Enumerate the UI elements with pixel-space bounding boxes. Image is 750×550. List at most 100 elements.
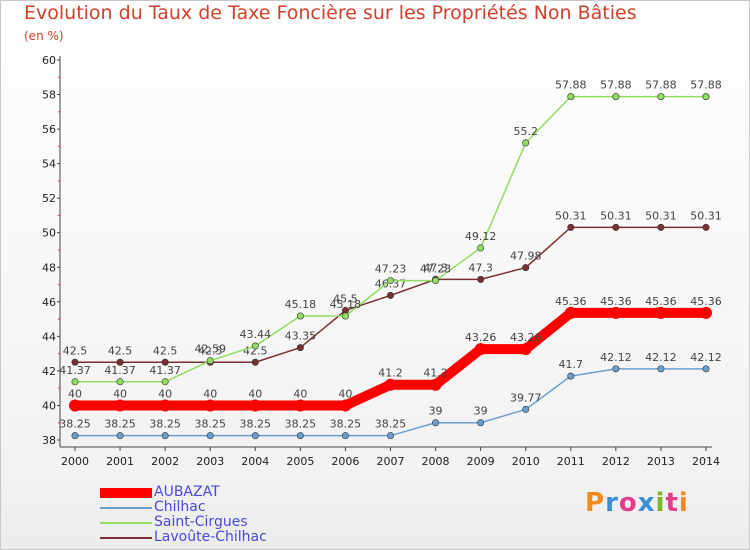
data-point (522, 139, 530, 147)
data-label: 38.25 (104, 418, 136, 431)
data-point (384, 378, 397, 391)
data-point (654, 306, 667, 319)
y-tick-label: 40 (42, 399, 56, 412)
data-label: 38.25 (194, 418, 226, 431)
data-point (612, 93, 620, 101)
data-label: 42.5 (108, 344, 133, 357)
data-label: 41.2 (423, 367, 448, 380)
data-point (477, 419, 485, 427)
x-tick-label: 2010 (512, 455, 540, 468)
data-point (206, 432, 214, 440)
data-point (657, 93, 665, 101)
y-tick-label: 60 (42, 54, 56, 67)
x-tick-label: 2013 (647, 455, 675, 468)
data-point (116, 378, 124, 386)
data-label: 38.25 (330, 418, 362, 431)
data-point (386, 277, 394, 285)
data-label: 40 (293, 387, 307, 400)
y-tick-label: 50 (42, 227, 56, 240)
data-label: 45.5 (333, 292, 358, 305)
data-label: 45.36 (600, 295, 632, 308)
legend-swatch (100, 522, 152, 524)
data-point (341, 312, 349, 320)
y-tick-label: 48 (42, 261, 56, 274)
data-point (251, 342, 259, 350)
data-point (432, 277, 440, 285)
data-point (429, 378, 442, 391)
data-label: 50.31 (555, 209, 587, 222)
data-point (251, 358, 259, 366)
data-point (386, 432, 394, 440)
data-label: 45.18 (285, 298, 317, 311)
data-label: 43.35 (285, 330, 317, 343)
data-point (296, 432, 304, 440)
y-tick-label: 52 (42, 192, 56, 205)
x-tick-label: 2004 (241, 455, 269, 468)
x-tick-label: 2007 (377, 455, 405, 468)
data-label: 38.25 (285, 418, 317, 431)
x-tick-label: 2012 (602, 455, 630, 468)
chart-title: Evolution du Taux de Taxe Foncière sur l… (24, 2, 637, 24)
unit-label: (en %) (24, 29, 64, 43)
data-label: 45.36 (555, 295, 587, 308)
y-tick-label: 42 (42, 365, 56, 378)
data-label: 50.31 (690, 209, 722, 222)
legend-swatch (100, 507, 152, 509)
data-label: 38.25 (59, 418, 91, 431)
data-label: 40 (68, 387, 82, 400)
data-label: 57.88 (690, 79, 722, 92)
data-label: 55.2 (513, 125, 538, 138)
data-point (71, 432, 79, 440)
data-point (161, 432, 169, 440)
data-label: 40 (338, 387, 352, 400)
data-label: 38.25 (240, 418, 272, 431)
data-label: 50.31 (645, 209, 677, 222)
y-tick-label: 54 (42, 158, 56, 171)
legend-label: Chilhac (154, 499, 206, 515)
data-point (206, 357, 214, 365)
data-point (386, 291, 394, 299)
data-label: 40 (203, 387, 217, 400)
data-point (612, 223, 620, 231)
data-point (71, 378, 79, 386)
data-point (477, 275, 485, 283)
x-tick-label: 2003 (196, 455, 224, 468)
data-label: 57.88 (600, 79, 632, 92)
data-point (700, 306, 712, 319)
data-label: 42.5 (198, 344, 223, 357)
data-point (522, 405, 530, 413)
data-label: 42.12 (645, 351, 677, 364)
x-tick-label: 2002 (151, 455, 179, 468)
x-tick-label: 2000 (61, 455, 89, 468)
data-point (567, 372, 575, 380)
data-label: 41.37 (149, 364, 181, 377)
data-label: 50.31 (600, 209, 632, 222)
data-point (609, 306, 622, 319)
data-point (564, 306, 577, 319)
y-tick-label: 38 (42, 434, 56, 447)
x-tick-label: 2008 (422, 455, 450, 468)
data-label: 42.5 (63, 344, 88, 357)
data-label: 45.18 (330, 298, 362, 311)
data-label: 39 (474, 405, 488, 418)
legend-swatch (100, 537, 152, 539)
data-label: 42.12 (690, 351, 722, 364)
data-point (341, 432, 349, 440)
data-point (294, 399, 307, 412)
data-point (702, 365, 710, 373)
data-point (296, 344, 304, 352)
data-point (204, 399, 217, 412)
data-label: 45.36 (690, 295, 722, 308)
data-label: 47.98 (510, 250, 542, 263)
data-label: 57.88 (555, 79, 587, 92)
data-point (159, 399, 172, 412)
data-label: 42.5 (153, 344, 178, 357)
y-tick-label: 58 (42, 89, 56, 102)
data-point (657, 365, 665, 373)
data-point (161, 378, 169, 386)
data-label: 47.23 (420, 263, 452, 276)
proxiti-logo: Proxiti (585, 488, 689, 518)
x-tick-label: 2006 (331, 455, 359, 468)
x-tick-label: 2005 (286, 455, 314, 468)
